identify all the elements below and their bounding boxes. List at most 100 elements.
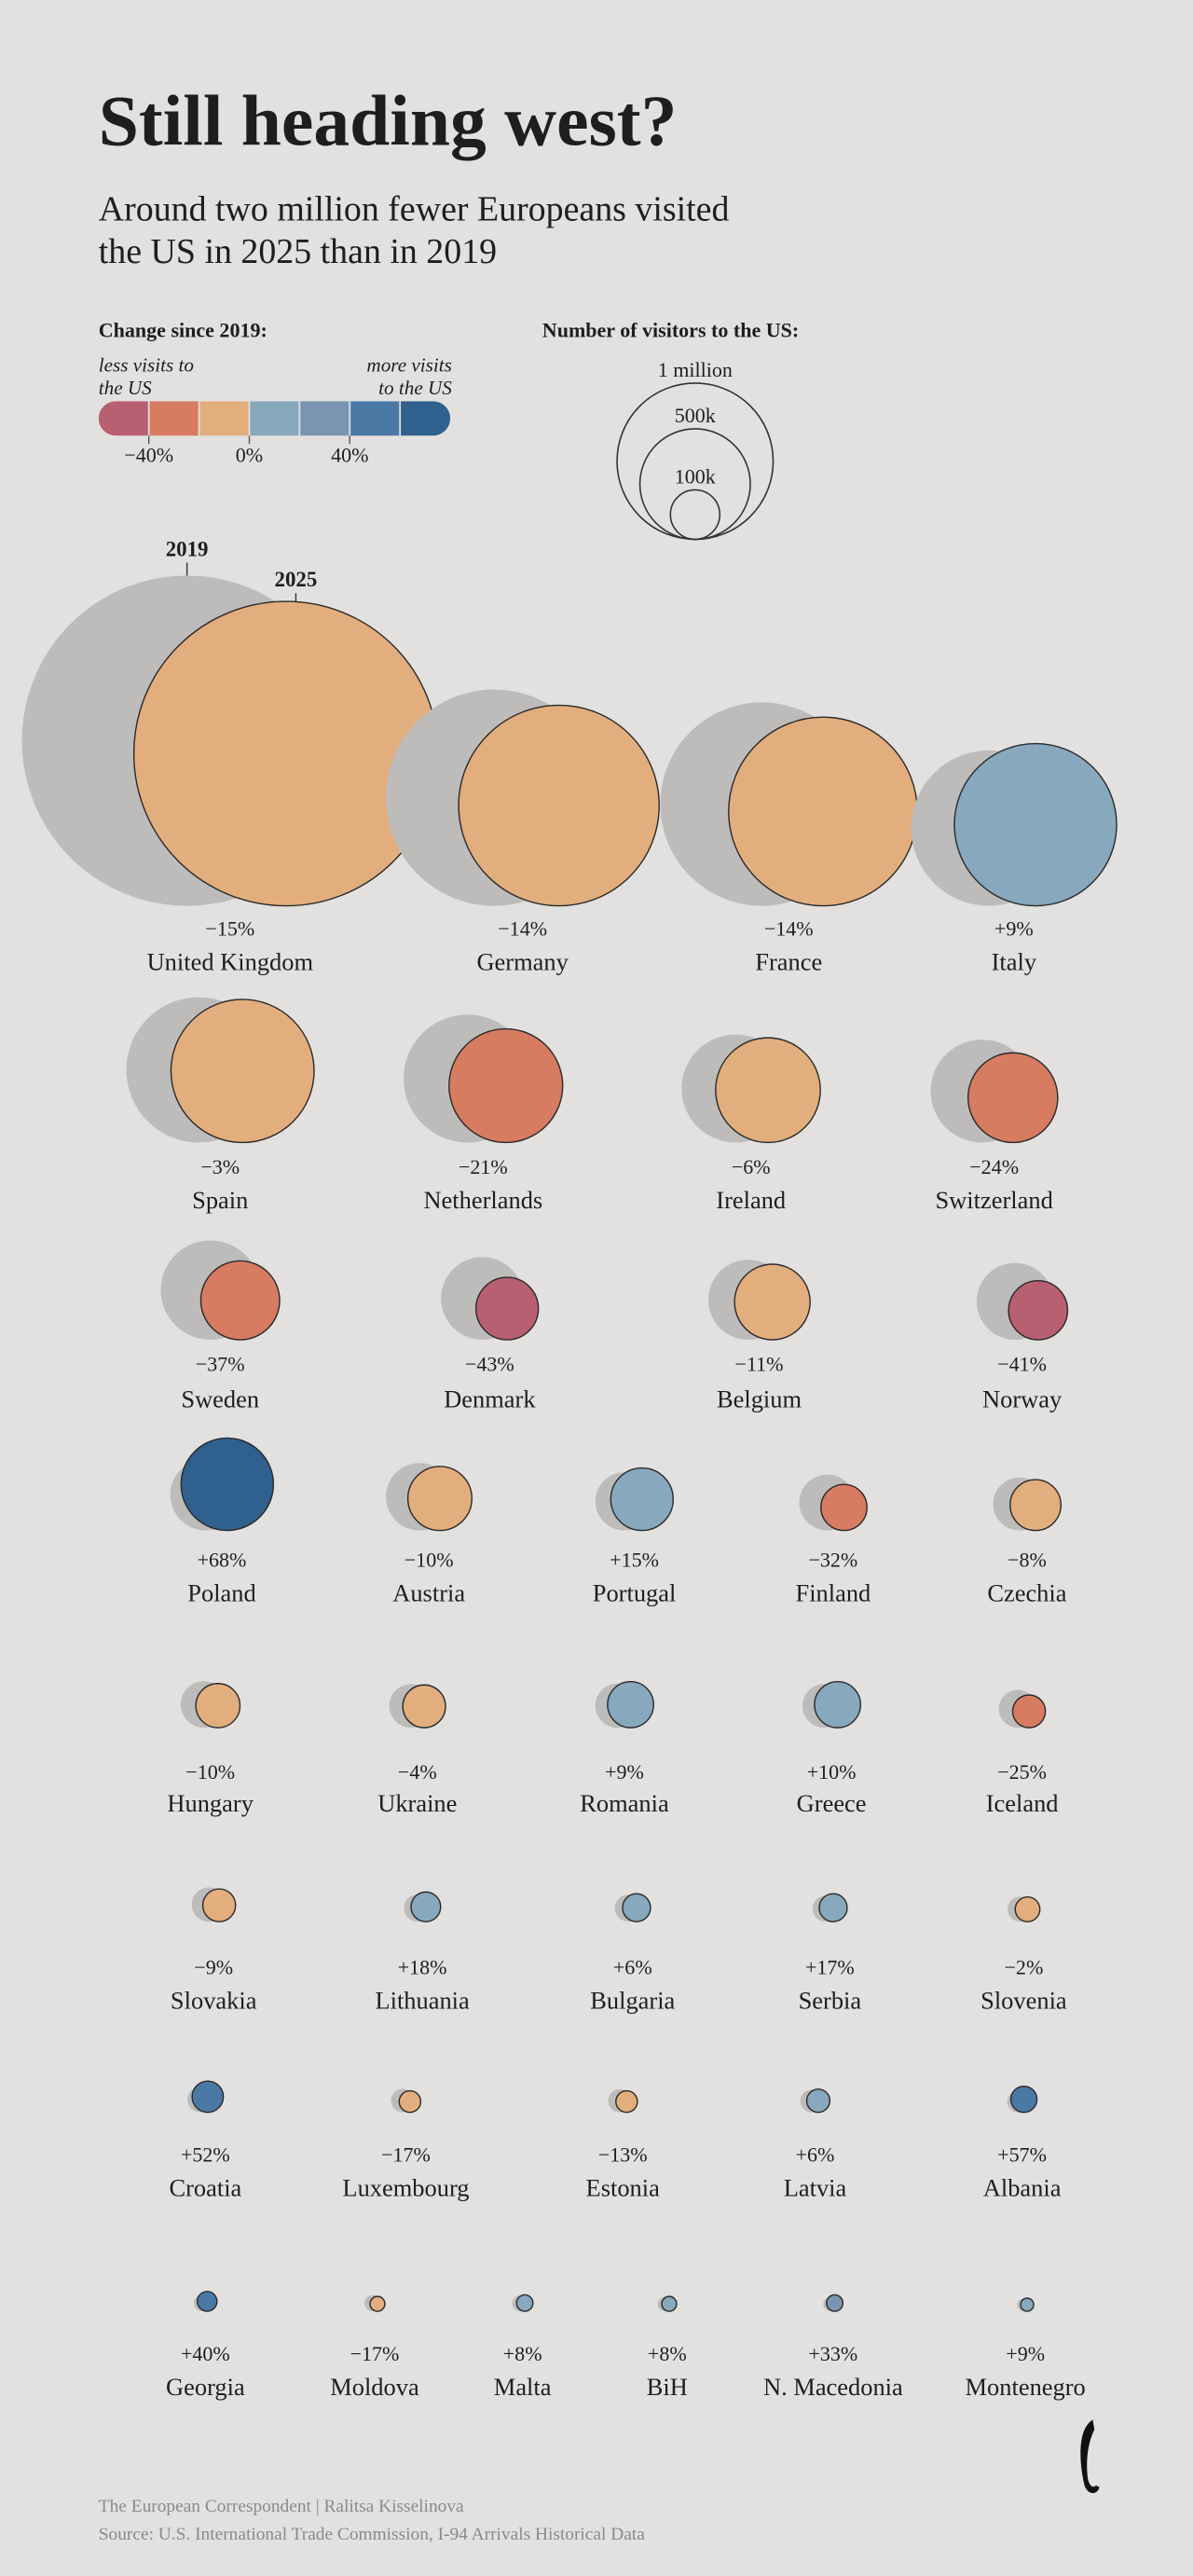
country-label: Germany: [476, 947, 569, 975]
bubble-2025: [1020, 2297, 1035, 2312]
country-label: Malta: [494, 2373, 552, 2401]
change-label: −41%: [997, 1353, 1047, 1376]
country-label: Hungary: [167, 1789, 254, 1817]
subtitle: the US in 2025 than in 2019: [99, 232, 497, 271]
bubble-2025: [406, 1466, 473, 1532]
legend-title: Number of visitors to the US:: [542, 319, 799, 342]
change-label: −6%: [732, 1155, 771, 1178]
change-label: +33%: [808, 2342, 857, 2365]
country-label: Lithuania: [375, 1987, 470, 2015]
country-label: Estonia: [586, 2174, 661, 2202]
bubble-2025: [826, 2294, 844, 2312]
country-label: Moldova: [330, 2373, 419, 2401]
bubble-2025: [607, 1681, 654, 1729]
bubble-2025: [191, 2080, 225, 2114]
change-label: −13%: [598, 2143, 648, 2167]
footer-credit: The European Correspondent | Ralitsa Kis…: [99, 2497, 464, 2516]
country-label: N. Macedonia: [763, 2373, 903, 2401]
country-label: Luxembourg: [342, 2174, 469, 2202]
bubble-2025: [661, 2295, 678, 2312]
legend-swatch: [249, 401, 300, 436]
country-label: Latvia: [784, 2174, 847, 2202]
change-label: −11%: [735, 1353, 784, 1376]
country-label: Bulgaria: [590, 1987, 675, 2015]
country-label: Switzerland: [936, 1186, 1053, 1214]
change-label: +9%: [605, 1760, 644, 1784]
country-label: Spain: [192, 1186, 248, 1214]
bubble-2025: [515, 2294, 534, 2312]
subtitle: Around two million fewer Europeans visit…: [99, 189, 730, 228]
legend-note: less visits to: [99, 354, 194, 377]
bubble-2025: [180, 1437, 275, 1532]
change-label: −15%: [205, 916, 254, 940]
country-label: Portugal: [593, 1578, 677, 1606]
change-label: +68%: [198, 1548, 247, 1571]
country-label: Austria: [392, 1578, 465, 1606]
country-label: Belgium: [717, 1384, 802, 1412]
change-label: +15%: [610, 1548, 659, 1571]
legend-note: the US: [99, 377, 152, 399]
change-label: −21%: [459, 1155, 508, 1178]
bubble-2025: [398, 2089, 422, 2114]
change-label: +17%: [805, 1956, 855, 1979]
size-legend-label: 500k: [675, 404, 717, 427]
country-label: Greece: [797, 1789, 867, 1817]
bubble-2025: [967, 1052, 1059, 1144]
country-label: United Kingdom: [147, 947, 314, 975]
series-label: 2019: [166, 537, 209, 560]
change-label: +9%: [1006, 2342, 1045, 2365]
size-legend-label: 100k: [675, 464, 717, 488]
bubble-2025: [369, 2295, 386, 2312]
country-label: Slovenia: [980, 1987, 1067, 2015]
legend-swatch: [98, 401, 150, 436]
legend-swatch: [400, 401, 451, 436]
change-label: −8%: [1008, 1548, 1047, 1571]
country-label: Slovakia: [171, 1987, 257, 2015]
size-legend-circle: [669, 489, 721, 541]
country-label: Croatia: [169, 2174, 241, 2202]
legend-title: Change since 2019:: [99, 319, 267, 342]
bubble-2025: [402, 1684, 446, 1729]
country-label: Serbia: [799, 1987, 862, 2015]
country-label: Italy: [992, 947, 1037, 975]
country-label: Ukraine: [377, 1789, 457, 1817]
change-label: −37%: [196, 1353, 245, 1376]
bubble-2025: [610, 1467, 674, 1532]
change-label: +8%: [503, 2342, 542, 2365]
series-label: 2025: [275, 568, 318, 591]
country-label: Albania: [983, 2174, 1062, 2202]
country-label: Netherlands: [423, 1186, 542, 1214]
country-label: Romania: [580, 1789, 669, 1817]
change-label: −14%: [764, 916, 814, 940]
change-label: −14%: [498, 916, 547, 940]
change-label: −43%: [465, 1353, 514, 1376]
legend-swatch: [350, 401, 401, 436]
bubble-2025: [728, 716, 918, 907]
bubble-2025: [1009, 2085, 1038, 2114]
bubble-2025: [474, 1276, 540, 1341]
country-label: Denmark: [444, 1384, 536, 1412]
bubble-2025: [132, 600, 439, 907]
size-legend-label: 1 million: [658, 358, 733, 381]
bubble-2025: [199, 1260, 281, 1341]
change-label: −10%: [405, 1548, 454, 1571]
bubble-2025: [1009, 1479, 1063, 1532]
bubble-2025: [410, 1891, 442, 1922]
legend-swatch: [299, 401, 350, 436]
bubble-2025: [715, 1037, 821, 1144]
change-label: −17%: [381, 2143, 431, 2167]
change-label: −2%: [1005, 1956, 1044, 1979]
bubble-2025: [458, 704, 660, 907]
change-label: +57%: [997, 2143, 1047, 2167]
footer-source: Source: U.S. International Trade Commiss…: [99, 2525, 645, 2544]
change-label: −9%: [194, 1956, 233, 1979]
bubble-2025: [820, 1483, 868, 1532]
change-label: −17%: [350, 2342, 400, 2365]
bubble-2025: [818, 1893, 848, 1922]
legend-tick-label: 0%: [236, 444, 263, 467]
bubble-2025: [734, 1263, 811, 1341]
legend-tick-label: 40%: [331, 444, 368, 467]
bubble-2025: [953, 742, 1118, 907]
